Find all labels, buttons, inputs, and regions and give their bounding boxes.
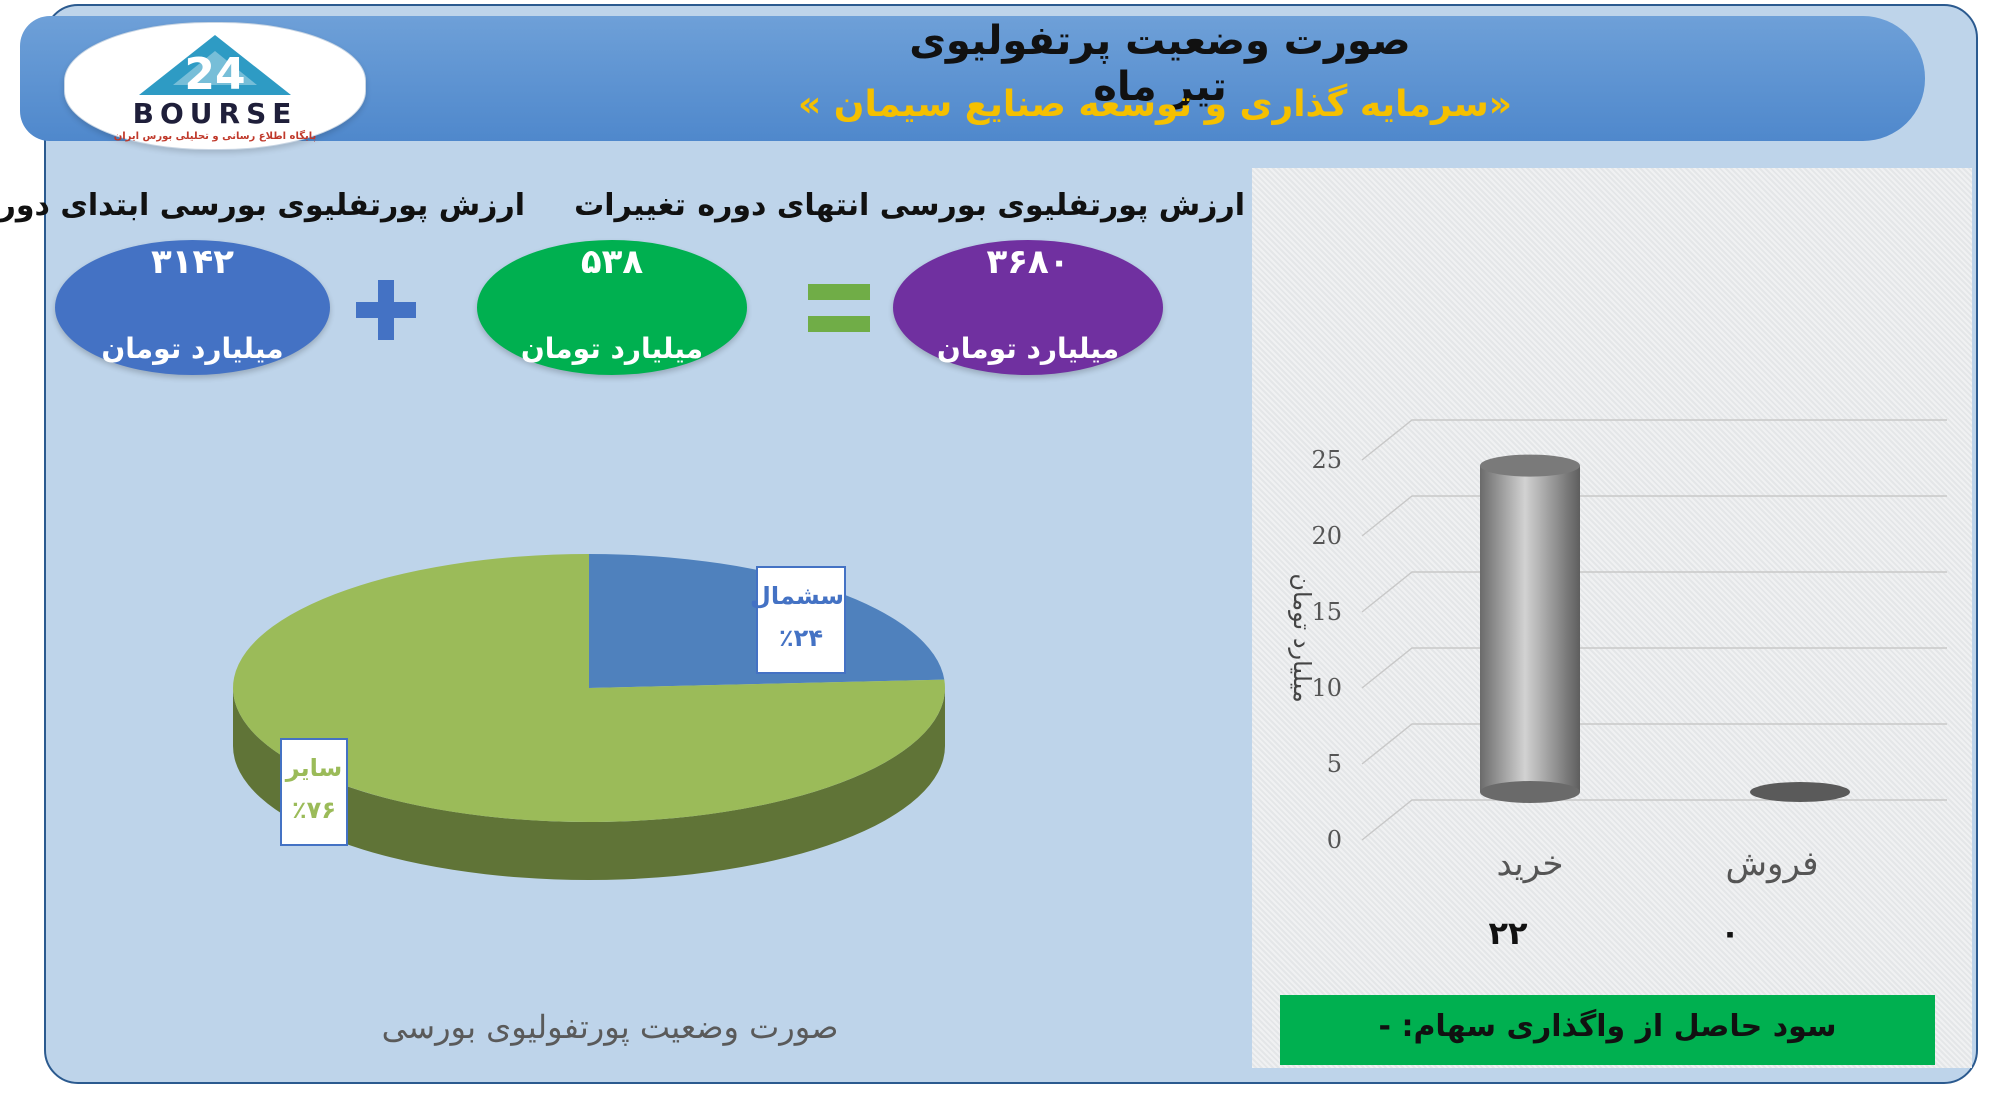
logo-number: 24	[184, 49, 245, 100]
bar-chart: 0 5 10 15 20 25 میلیارد تومان	[1288, 419, 1947, 854]
profit-banner: سود حاصل از واگذاری سهام: -	[1280, 995, 1935, 1065]
gridline-25	[1361, 419, 1947, 461]
logo: 24 BOURSE پایگاه اطلاع رسانی و تحلیلی بو…	[64, 22, 366, 150]
y-axis-label: میلیارد تومان	[1288, 573, 1316, 702]
y-tick-15: 15	[1311, 598, 1342, 626]
pie-side	[233, 688, 945, 880]
gridline-15	[1361, 571, 1947, 613]
bar-value-buy: ۲۲	[1488, 914, 1528, 952]
y-tick-5: 5	[1327, 750, 1342, 778]
pie-label-sashmal-name: سشمال	[750, 582, 844, 610]
change-value-badge: ۵۳۸ میلیارد تومان	[477, 240, 747, 375]
end-value: ۳۶۸۰	[986, 242, 1070, 282]
bar-chart-area	[1252, 168, 1972, 1068]
pie-chart-title: صورت وضعیت پورتفولیوی بورسی	[381, 1008, 839, 1046]
logo-caption: پایگاه اطلاع رسانی و تحلیلی بورس ایران	[114, 129, 317, 142]
pie-label-other: سایر ٪۷۶	[280, 738, 348, 846]
start-value-heading: ارزش پورتفلیوی بورسی ابتدای دوره	[0, 188, 525, 223]
pie-chart	[233, 554, 946, 880]
end-value-badge: ۳۶۸۰ میلیارد تومان	[893, 240, 1163, 375]
bar-value-sell: ۰	[1720, 914, 1740, 952]
page-subtitle: «سرمایه گذاری و توسعه صنایع سیمان »	[797, 84, 1513, 125]
pie-slice-1	[233, 554, 946, 822]
start-value: ۳۱۴۲	[150, 242, 234, 282]
equals-icon	[808, 280, 870, 340]
start-value-unit: میلیارد تومان	[101, 332, 284, 365]
pie-label-sashmal-value: ٪۲۴	[779, 624, 823, 652]
change-heading: تغییرات	[574, 188, 686, 223]
logo-mark: 24 BOURSE پایگاه اطلاع رسانی و تحلیلی بو…	[114, 35, 317, 142]
pie-label-other-name: سایر	[285, 754, 343, 782]
bar-category-sell: فروش	[1725, 844, 1819, 884]
pie-label-other-value: ٪۷۶	[292, 796, 336, 824]
logo-text: BOURSE	[133, 97, 298, 130]
end-value-unit: میلیارد تومان	[936, 332, 1120, 365]
gridline-5	[1361, 723, 1947, 765]
bar-category-buy: خرید	[1496, 844, 1564, 884]
plus-icon	[356, 280, 416, 344]
y-tick-0: 0	[1327, 826, 1342, 854]
change-value: ۵۳۸	[580, 242, 644, 282]
y-tick-10: 10	[1311, 674, 1342, 702]
end-value-heading: ارزش پورتفلیوی بورسی انتهای دوره	[697, 188, 1245, 223]
y-tick-20: 20	[1311, 522, 1342, 550]
gridline-10	[1361, 647, 1947, 689]
page-title: صورت وضعیت پرتفولیوی تیر ماه	[909, 18, 1411, 110]
start-value-badge: ۳۱۴۲ میلیارد تومان	[55, 240, 330, 375]
gridline-0	[1361, 799, 1947, 841]
pie-label-sashmal: سشمال ٪۲۴	[750, 566, 846, 674]
y-tick-25: 25	[1311, 446, 1342, 474]
bar-0	[1480, 454, 1580, 803]
gridline-20	[1361, 495, 1947, 537]
bar-1	[1750, 782, 1850, 802]
change-value-unit: میلیارد تومان	[520, 332, 704, 365]
